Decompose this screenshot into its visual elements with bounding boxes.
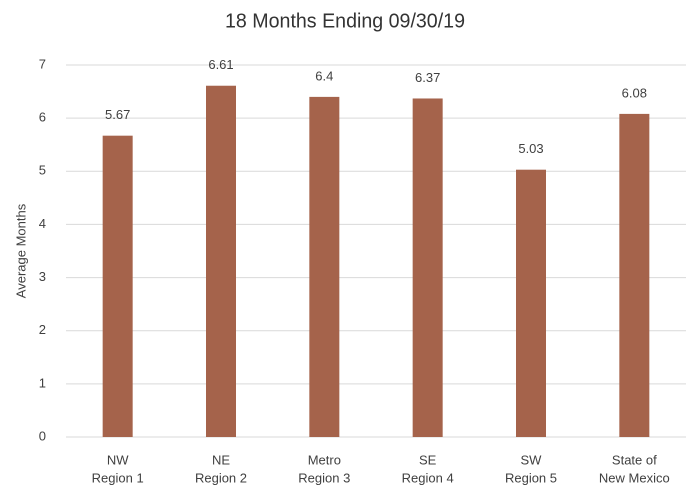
bar [309,96,340,437]
x-tick-label: Region 4 [402,470,454,485]
x-tick-label: Region 5 [505,470,557,485]
y-tick-label: 4 [39,216,46,231]
x-tick-label: SE [419,452,437,467]
x-tick-label: Region 2 [195,470,247,485]
y-tick-label: 0 [39,428,46,443]
y-tick-label: 6 [39,110,46,125]
y-tick-label: 2 [39,322,46,337]
bar [102,135,133,437]
x-tick-label: Region 3 [298,470,350,485]
x-tick-label: Region 1 [92,470,144,485]
chart-title: 18 Months Ending 09/30/19 [225,10,465,32]
y-tick-label: 5 [39,163,46,178]
bar [206,85,236,438]
value-label: 6.08 [622,85,647,100]
value-label: 6.4 [315,68,333,83]
value-label: 6.61 [208,57,233,72]
x-tick-label: NW [107,452,129,467]
x-tick-label: State of [612,452,657,467]
x-tick-label: NE [212,452,230,467]
y-axis-label: Average Months [13,203,28,298]
y-tick-label: 7 [39,56,46,71]
bar [516,169,546,438]
x-tick-label: Metro [308,452,341,467]
x-tick-label: SW [521,452,543,467]
value-label: 5.03 [518,141,543,156]
y-tick-label: 1 [39,375,46,390]
x-tick-label: New Mexico [599,470,670,485]
y-tick-label: 3 [39,269,46,284]
value-label: 6.37 [415,70,440,85]
bar [619,113,650,438]
bar [412,98,443,437]
value-label: 5.67 [105,107,130,122]
